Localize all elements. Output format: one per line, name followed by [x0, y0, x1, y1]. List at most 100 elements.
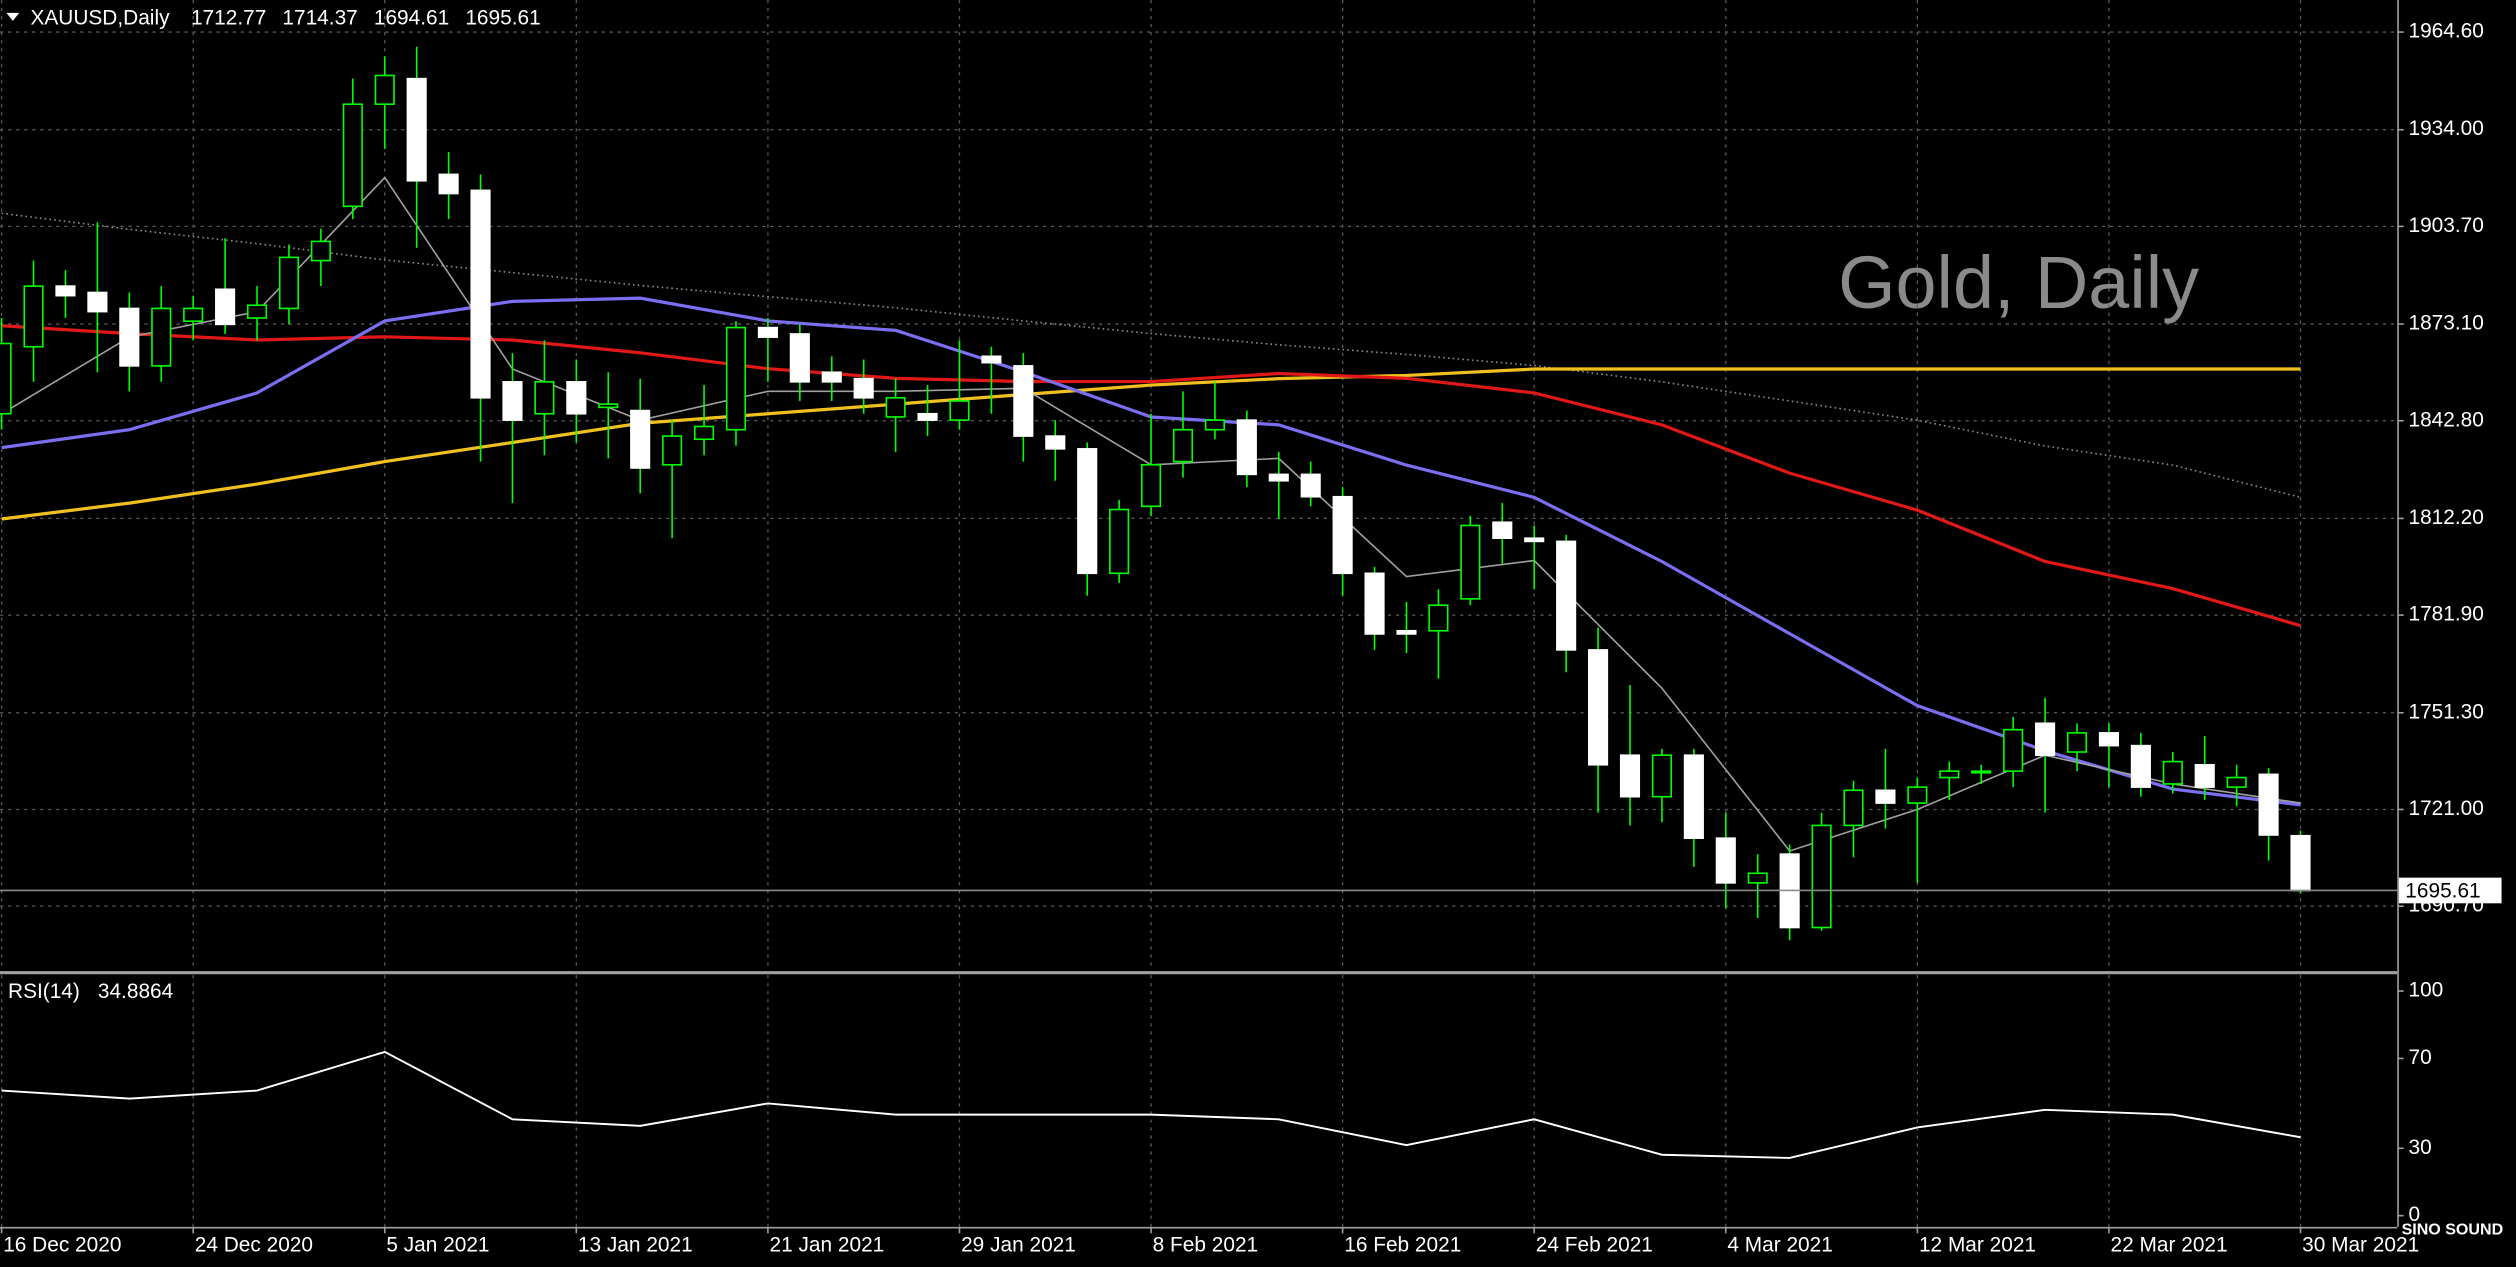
candle-body: [2035, 722, 2056, 757]
moving-average: [1, 212, 2301, 499]
x-tick-label: 30 Mar 2021: [2302, 1234, 2419, 1257]
candle-body: [1971, 770, 1992, 774]
candle-body: [2258, 773, 2279, 836]
last-price-label: 1695.61: [2405, 880, 2480, 903]
candle-body: [1109, 508, 1130, 575]
rsi-line: [1, 1050, 2301, 1159]
candle-body: [246, 304, 268, 319]
candle-body: [1013, 365, 1034, 437]
x-tick-label: 16 Feb 2021: [1344, 1234, 1461, 1257]
candle-body: [821, 371, 842, 383]
candle-body: [1907, 786, 1928, 804]
y-tick-label: 1812.20: [2408, 506, 2483, 529]
y-tick-label: 100: [2408, 979, 2443, 1002]
candle-body: [2290, 834, 2311, 892]
candle-body: [662, 435, 683, 466]
candle-body: [2162, 760, 2183, 785]
candle-body: [406, 77, 427, 182]
candle-body: [630, 409, 651, 469]
candle-body: [1268, 473, 1289, 482]
candle-body: [0, 342, 12, 415]
candle-body: [2226, 776, 2247, 788]
last-price-box: [2398, 877, 2502, 904]
candle-body: [2066, 732, 2088, 753]
menu-arrow[interactable]: [6, 12, 20, 21]
candle-body: [566, 381, 587, 415]
open-price: 1712.77: [191, 7, 266, 30]
rsi-value: 34.8864: [98, 980, 173, 1003]
candle-body: [2003, 728, 2024, 772]
candle-body: [789, 333, 810, 383]
candle-body: [1588, 649, 1609, 766]
candle-body: [183, 307, 204, 323]
candle-body: [1364, 572, 1385, 635]
candle-body: [1300, 473, 1321, 498]
x-tick-label: 4 Mar 2021: [1727, 1234, 1832, 1257]
x-tick-label: 8 Feb 2021: [1153, 1234, 1258, 1257]
candle-body: [1236, 419, 1257, 476]
candle-body: [2130, 744, 2151, 788]
candle-body: [215, 288, 236, 326]
candle-body: [1524, 537, 1545, 543]
candle-body: [1428, 604, 1449, 632]
candle-body: [1651, 754, 1672, 798]
candle-body: [502, 381, 523, 421]
candle-body: [1204, 419, 1225, 431]
y-tick-label: 70: [2408, 1046, 2431, 1069]
moving-average: [1, 324, 2301, 628]
y-tick-label: 0: [2408, 1203, 2420, 1226]
symbol-label: XAUUSD,Daily: [30, 7, 170, 30]
x-tick-label: 5 Jan 2021: [386, 1234, 489, 1257]
y-tick-label: 1781.90: [2408, 603, 2483, 626]
candle-body: [87, 291, 108, 313]
candle-body: [310, 240, 331, 262]
candle-body: [1683, 754, 1704, 839]
y-tick-label: 1873.10: [2408, 312, 2483, 335]
rsi-title: RSI(14): [8, 980, 80, 1003]
candle-body: [470, 189, 491, 399]
low-price: 1694.61: [374, 7, 449, 30]
y-tick-label: 1721.00: [2408, 797, 2483, 820]
candle-body: [1172, 428, 1194, 463]
candle-body: [885, 396, 906, 418]
y-tick-label: 1903.70: [2408, 214, 2483, 237]
logo: SINO SOUND: [2402, 1220, 2504, 1238]
candle-body: [438, 173, 459, 195]
candle-body: [1332, 495, 1353, 575]
x-tick-label: 21 Jan 2021: [770, 1234, 885, 1257]
candle-body: [1843, 789, 1864, 827]
candle-body: [981, 355, 1002, 364]
candle-body: [23, 285, 44, 348]
candle-body: [1045, 435, 1066, 450]
candle-body: [949, 400, 970, 421]
candle-body: [1396, 629, 1417, 635]
candle-body: [342, 103, 363, 208]
x-tick-label: 24 Dec 2020: [195, 1234, 313, 1257]
candle-body: [55, 285, 76, 297]
candle-body: [151, 307, 172, 367]
y-tick-label: 30: [2408, 1136, 2431, 1159]
y-tick-label: 1751.30: [2408, 700, 2483, 723]
candle-body: [374, 74, 395, 105]
candle-body: [1140, 464, 1162, 508]
x-tick-label: 29 Jan 2021: [961, 1234, 1076, 1257]
candle-body: [1460, 524, 1481, 600]
candle-body: [278, 256, 300, 310]
watermark: Gold, Daily: [1838, 241, 2199, 324]
candle-body: [1939, 770, 1960, 779]
candle-body: [853, 377, 874, 399]
candle-body: [693, 425, 715, 441]
x-tick-label: 22 Mar 2021: [2111, 1234, 2228, 1257]
x-tick-label: 13 Jan 2021: [578, 1234, 693, 1257]
candle-body: [1811, 824, 1832, 929]
candle-body: [1747, 872, 1768, 884]
candle-body: [917, 412, 938, 421]
candle-body: [1619, 754, 1641, 798]
candle-body: [534, 381, 555, 415]
x-tick-label: 16 Dec 2020: [3, 1234, 121, 1257]
x-tick-label: 12 Mar 2021: [1919, 1234, 2036, 1257]
y-tick-label: 1934.00: [2408, 117, 2483, 140]
